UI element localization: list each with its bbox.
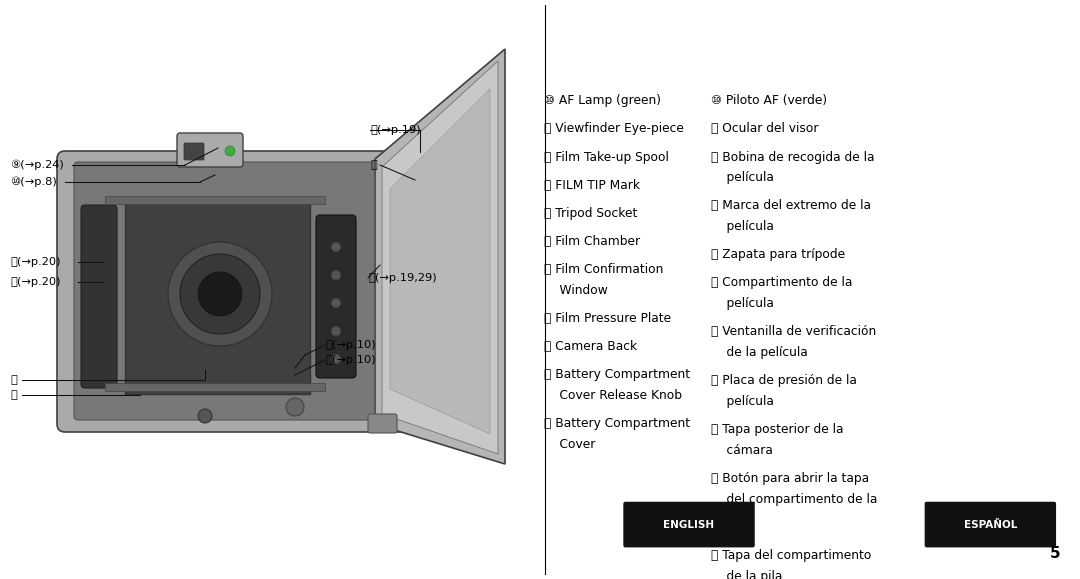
Text: ⑮ Compartimento de la: ⑮ Compartimento de la — [711, 277, 852, 290]
FancyBboxPatch shape — [177, 133, 243, 167]
Text: película: película — [711, 221, 773, 233]
FancyBboxPatch shape — [368, 414, 397, 433]
Text: Cover: Cover — [544, 438, 596, 450]
FancyBboxPatch shape — [125, 199, 310, 394]
Circle shape — [330, 242, 341, 252]
Text: ⑱(→p.10): ⑱(→p.10) — [325, 340, 376, 350]
Text: ENGLISH: ENGLISH — [663, 519, 715, 530]
Text: ⑯ Ventanilla de verificación: ⑯ Ventanilla de verificación — [711, 325, 876, 338]
Circle shape — [198, 272, 242, 316]
Circle shape — [198, 409, 212, 423]
FancyBboxPatch shape — [924, 502, 1056, 547]
Text: Ⓒ Battery Compartment: Ⓒ Battery Compartment — [544, 368, 690, 381]
Text: 5: 5 — [1050, 546, 1059, 561]
Text: ⑯: ⑯ — [370, 160, 377, 170]
Text: de la película: de la película — [711, 346, 808, 359]
FancyBboxPatch shape — [184, 143, 204, 160]
Circle shape — [330, 298, 341, 308]
Text: ⑮ Film Chamber: ⑮ Film Chamber — [544, 235, 640, 248]
Text: Ⓐ Placa de presión de la: Ⓐ Placa de presión de la — [711, 375, 856, 387]
Text: ⑮(→p.19): ⑮(→p.19) — [370, 125, 420, 135]
Text: ⑰(→p.19,29): ⑰(→p.19,29) — [368, 273, 436, 283]
Circle shape — [330, 354, 341, 364]
FancyBboxPatch shape — [316, 215, 356, 378]
Circle shape — [330, 326, 341, 336]
Text: ⑪(→p.20): ⑪(→p.20) — [10, 257, 60, 267]
Circle shape — [168, 242, 272, 346]
Text: Ⓓ Tapa del compartimento: Ⓓ Tapa del compartimento — [711, 549, 870, 562]
Text: Ⓑ Camera Back: Ⓑ Camera Back — [544, 340, 637, 353]
Text: ⑬ FILM TIP Mark: ⑬ FILM TIP Mark — [544, 179, 640, 192]
FancyBboxPatch shape — [75, 162, 397, 420]
FancyBboxPatch shape — [623, 502, 755, 547]
Text: ⑪ Viewfinder Eye-piece: ⑪ Viewfinder Eye-piece — [544, 123, 685, 135]
Circle shape — [180, 254, 260, 334]
Text: ⑬ Marca del extremo de la: ⑬ Marca del extremo de la — [711, 199, 870, 212]
Text: ⑫ Bobina de recogida de la: ⑫ Bobina de recogida de la — [711, 151, 874, 163]
Circle shape — [286, 398, 303, 416]
Text: cámara: cámara — [711, 444, 772, 457]
Polygon shape — [390, 89, 490, 434]
Text: pila: pila — [711, 521, 748, 534]
Text: ⑫ Film Take-up Spool: ⑫ Film Take-up Spool — [544, 151, 670, 163]
Polygon shape — [375, 49, 505, 464]
Text: ⑯ Film Confirmation: ⑯ Film Confirmation — [544, 263, 664, 276]
Text: ⑫(→p.20): ⑫(→p.20) — [10, 277, 60, 287]
Text: ⑭ Tripod Socket: ⑭ Tripod Socket — [544, 207, 637, 219]
Text: Cover Release Knob: Cover Release Knob — [544, 389, 683, 402]
Text: ⑭: ⑭ — [10, 390, 17, 400]
Text: ⑪ Ocular del visor: ⑪ Ocular del visor — [711, 123, 819, 135]
Text: Window: Window — [544, 284, 608, 296]
Text: ⑬: ⑬ — [10, 375, 17, 385]
Circle shape — [330, 270, 341, 280]
Text: ⑭ Zapata para trípode: ⑭ Zapata para trípode — [711, 248, 845, 261]
Text: película: película — [711, 395, 773, 408]
Text: ⑩ AF Lamp (green): ⑩ AF Lamp (green) — [544, 94, 661, 107]
Text: Ⓓ Battery Compartment: Ⓓ Battery Compartment — [544, 417, 690, 430]
Text: del compartimento de la: del compartimento de la — [711, 493, 877, 506]
Text: ESPAÑOL: ESPAÑOL — [963, 519, 1017, 530]
Text: ⑩(→p.8): ⑩(→p.8) — [10, 177, 57, 187]
Text: ⑨(→p.24): ⑨(→p.24) — [10, 160, 64, 170]
Polygon shape — [382, 61, 498, 454]
Text: Ⓑ Tapa posterior de la: Ⓑ Tapa posterior de la — [711, 423, 843, 436]
FancyBboxPatch shape — [57, 151, 413, 432]
Text: ⑩ Piloto AF (verde): ⑩ Piloto AF (verde) — [711, 94, 827, 107]
Text: de la pila: de la pila — [711, 570, 782, 579]
Text: Ⓒ Botón para abrir la tapa: Ⓒ Botón para abrir la tapa — [711, 472, 868, 485]
Text: película: película — [711, 298, 773, 310]
Bar — [105, 196, 325, 204]
FancyBboxPatch shape — [81, 205, 117, 388]
Text: Ⓐ Film Pressure Plate: Ⓐ Film Pressure Plate — [544, 312, 672, 325]
Text: ⑲(→p.10): ⑲(→p.10) — [325, 355, 376, 365]
Bar — [105, 383, 325, 391]
Text: película: película — [711, 171, 773, 184]
Circle shape — [225, 146, 235, 156]
